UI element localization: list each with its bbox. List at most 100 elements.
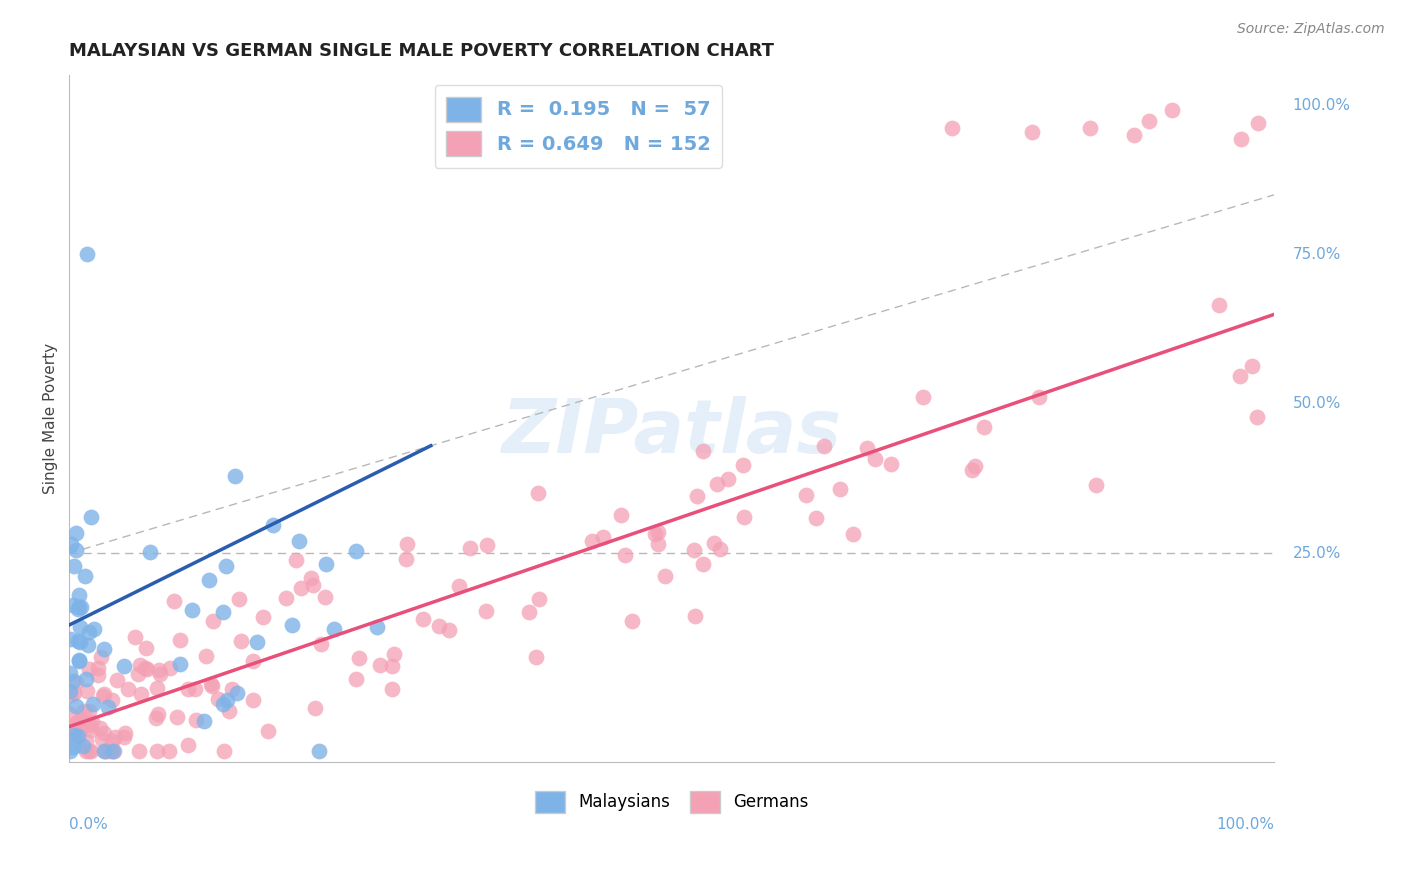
Point [75, 569, 97, 583]
Point [1160, 103, 1182, 117]
Point [581, 533, 603, 548]
Point [647, 537, 669, 551]
Point [912, 390, 935, 404]
Point [252, 609, 274, 624]
Point [59, 743, 82, 757]
Point [105, 673, 128, 688]
Point [231, 633, 253, 648]
Point [79, 743, 101, 757]
Point [382, 647, 405, 661]
Point [69, 635, 91, 649]
Point [195, 649, 218, 664]
Point [314, 591, 336, 605]
Point [59, 684, 82, 698]
Point [193, 714, 215, 728]
Point [128, 743, 150, 757]
Point [59, 665, 82, 680]
Point [166, 710, 188, 724]
Point [256, 724, 278, 739]
Point [75, 743, 97, 757]
Point [146, 681, 169, 696]
Point [149, 667, 172, 681]
Point [146, 706, 169, 721]
Point [396, 537, 419, 551]
Point [124, 630, 146, 644]
Point [717, 472, 740, 486]
Point [80, 723, 103, 737]
Point [76, 684, 98, 698]
Point [87, 668, 110, 682]
Point [93, 725, 115, 739]
Point [139, 545, 162, 559]
Point [62, 686, 84, 700]
Point [315, 557, 337, 571]
Point [211, 605, 233, 619]
Point [228, 592, 250, 607]
Point [621, 614, 644, 628]
Point [592, 531, 614, 545]
Point [524, 649, 547, 664]
Point [100, 734, 122, 748]
Point [72, 739, 94, 754]
Point [104, 730, 127, 744]
Point [614, 549, 637, 563]
Point [180, 603, 202, 617]
Point [855, 441, 877, 455]
Point [186, 713, 208, 727]
Point [733, 458, 755, 472]
Point [73, 715, 96, 730]
Point [654, 569, 676, 583]
Point [960, 463, 983, 477]
Point [447, 579, 470, 593]
Point [1247, 115, 1270, 129]
Point [437, 623, 460, 637]
Point [184, 681, 207, 696]
Point [1123, 128, 1146, 143]
Point [842, 527, 865, 541]
Point [692, 557, 714, 571]
Text: MALAYSIAN VS GERMAN SINGLE MALE POVERTY CORRELATION CHART: MALAYSIAN VS GERMAN SINGLE MALE POVERTY … [69, 42, 775, 60]
Point [148, 663, 170, 677]
Point [159, 661, 181, 675]
Point [207, 691, 229, 706]
Point [63, 724, 86, 739]
Point [73, 704, 96, 718]
Point [475, 538, 498, 552]
Point [813, 439, 835, 453]
Point [226, 685, 249, 699]
Point [412, 612, 434, 626]
Point [200, 677, 222, 691]
Point [62, 558, 84, 573]
Point [963, 459, 986, 474]
Point [381, 659, 404, 673]
Point [67, 654, 90, 668]
Point [65, 699, 87, 714]
Point [134, 640, 156, 655]
Point [610, 508, 633, 522]
Point [75, 672, 97, 686]
Point [1021, 125, 1043, 139]
Point [67, 714, 90, 728]
Point [89, 721, 111, 735]
Point [177, 681, 200, 696]
Point [517, 605, 540, 619]
Point [90, 650, 112, 665]
Point [1137, 114, 1160, 128]
Point [349, 650, 371, 665]
Point [284, 552, 307, 566]
Point [76, 247, 98, 261]
Point [527, 486, 550, 500]
Point [527, 591, 550, 606]
Point [865, 452, 887, 467]
Point [212, 697, 235, 711]
Point [96, 743, 118, 757]
Point [60, 537, 83, 551]
Point [83, 622, 105, 636]
Point [1240, 359, 1263, 374]
Point [427, 619, 450, 633]
Point [1084, 478, 1107, 492]
Point [67, 600, 90, 615]
Point [93, 743, 115, 757]
Point [794, 488, 817, 502]
Point [644, 527, 666, 541]
